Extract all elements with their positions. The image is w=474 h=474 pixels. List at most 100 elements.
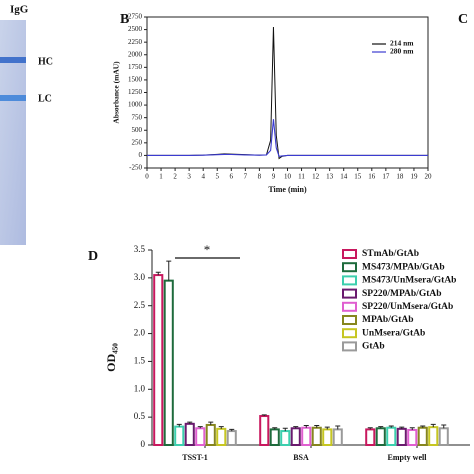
x-tick-label: BSA <box>293 453 309 462</box>
plot-frame <box>146 16 429 169</box>
bar <box>386 426 397 447</box>
y-tick-label: -250 <box>129 164 142 172</box>
legend-swatch <box>342 341 357 352</box>
legend-label: STmAb/GtAb <box>362 249 419 259</box>
bar <box>195 427 206 446</box>
x-axis-label: Time (min) <box>268 185 307 194</box>
x-tick-label: 15 <box>354 173 362 181</box>
bar <box>332 428 343 446</box>
y-tick-label: 2.0 <box>134 328 146 338</box>
y-tick-label: 2500 <box>128 25 143 33</box>
y-tick-label: 1.0 <box>134 383 146 393</box>
bar <box>375 427 386 446</box>
panel-label: D <box>88 249 98 264</box>
y-tick-label: 2.5 <box>134 300 146 310</box>
gel-band-label: LC <box>38 93 52 104</box>
x-tick-label: 17 <box>382 173 390 181</box>
legend-swatch <box>342 288 357 299</box>
x-tick-label: 14 <box>340 173 348 181</box>
y-tick-label: 2250 <box>128 38 143 46</box>
legend-label: 280 nm <box>390 47 414 56</box>
error-bar <box>420 425 426 428</box>
panel-label: B <box>120 12 129 27</box>
legend-label: MPAb/GtAb <box>362 315 414 325</box>
legend-swatch <box>342 315 357 325</box>
error-bar <box>409 427 415 430</box>
x-tick-label: 0 <box>145 173 149 181</box>
y-tick-label: 3.5 <box>134 244 146 254</box>
x-tick-label: 4 <box>201 173 205 181</box>
error-bar <box>367 427 373 430</box>
legend-swatch <box>342 328 357 339</box>
bar <box>259 415 270 446</box>
annotation: * <box>204 242 211 257</box>
x-tick-label: 11 <box>298 173 305 181</box>
error-bar <box>218 426 224 429</box>
y-tick-label: 2750 <box>128 13 143 21</box>
gel-band <box>0 57 26 63</box>
error-bar <box>176 423 182 427</box>
bar <box>428 426 439 446</box>
error-bar <box>335 425 341 430</box>
error-bar <box>208 421 214 425</box>
x-tick-label: 8 <box>258 173 262 181</box>
error-bar <box>378 426 384 429</box>
bar <box>280 430 291 447</box>
x-tick-label: 20 <box>425 173 433 181</box>
error-bar <box>293 426 299 429</box>
legend-swatch <box>342 301 357 312</box>
error-bar <box>282 427 288 432</box>
bar <box>311 426 322 447</box>
error-bar <box>229 428 235 432</box>
error-bar <box>314 425 320 428</box>
gel-lane <box>0 20 26 245</box>
y-tick-label: 2000 <box>128 50 143 58</box>
y-tick-label: 750 <box>132 113 143 121</box>
y-tick-label: 0 <box>141 439 146 449</box>
error-bar <box>303 425 309 428</box>
bar <box>365 428 376 446</box>
bar <box>417 426 428 447</box>
y-tick-label: 1250 <box>128 88 143 96</box>
error-bar <box>399 426 405 429</box>
x-tick-label: 7 <box>244 173 248 181</box>
x-tick-label: 16 <box>368 173 376 181</box>
y-axis-label: Absorbance (mAU) <box>112 61 121 124</box>
panel-label: C <box>458 12 468 27</box>
bar <box>301 426 312 447</box>
series-line <box>147 27 428 160</box>
legend-swatch <box>342 262 357 273</box>
legend-label: 214 nm <box>390 39 414 48</box>
error-bar <box>324 426 330 430</box>
bar <box>407 428 418 447</box>
x-tick-label: 19 <box>410 173 418 181</box>
legend-label: SP220/MPAb/GtAb <box>362 289 442 299</box>
x-tick-label: Empty well <box>388 453 428 462</box>
bar <box>216 427 227 447</box>
x-tick-label: 9 <box>272 173 276 181</box>
bar <box>153 274 164 447</box>
x-tick-label: 18 <box>396 173 404 181</box>
bar <box>163 279 174 446</box>
x-tick-label: 12 <box>312 173 320 181</box>
legend-swatch <box>342 275 357 286</box>
legend-label: MS473/MPAb/GtAb <box>362 262 445 272</box>
error-bar <box>197 426 203 429</box>
gel-band-label: HC <box>38 56 53 67</box>
legend-label: UnMsera/GtAb <box>362 328 425 338</box>
bar <box>438 427 449 446</box>
y-tick-label: 250 <box>132 138 143 146</box>
y-tick-label: 0 <box>139 151 143 159</box>
x-tick-label: 2 <box>173 173 177 181</box>
x-tick-label: 10 <box>284 173 292 181</box>
bar <box>184 422 195 447</box>
error-bar <box>155 271 161 276</box>
y-axis-label: OD₄₅₀ <box>104 343 118 372</box>
bar <box>174 425 185 447</box>
x-tick-label: 6 <box>230 173 234 181</box>
y-tick-label: 1500 <box>128 76 143 84</box>
legend-label: GtAb <box>362 342 385 352</box>
y-tick-label: 1.5 <box>134 355 146 365</box>
series-line <box>147 119 428 158</box>
